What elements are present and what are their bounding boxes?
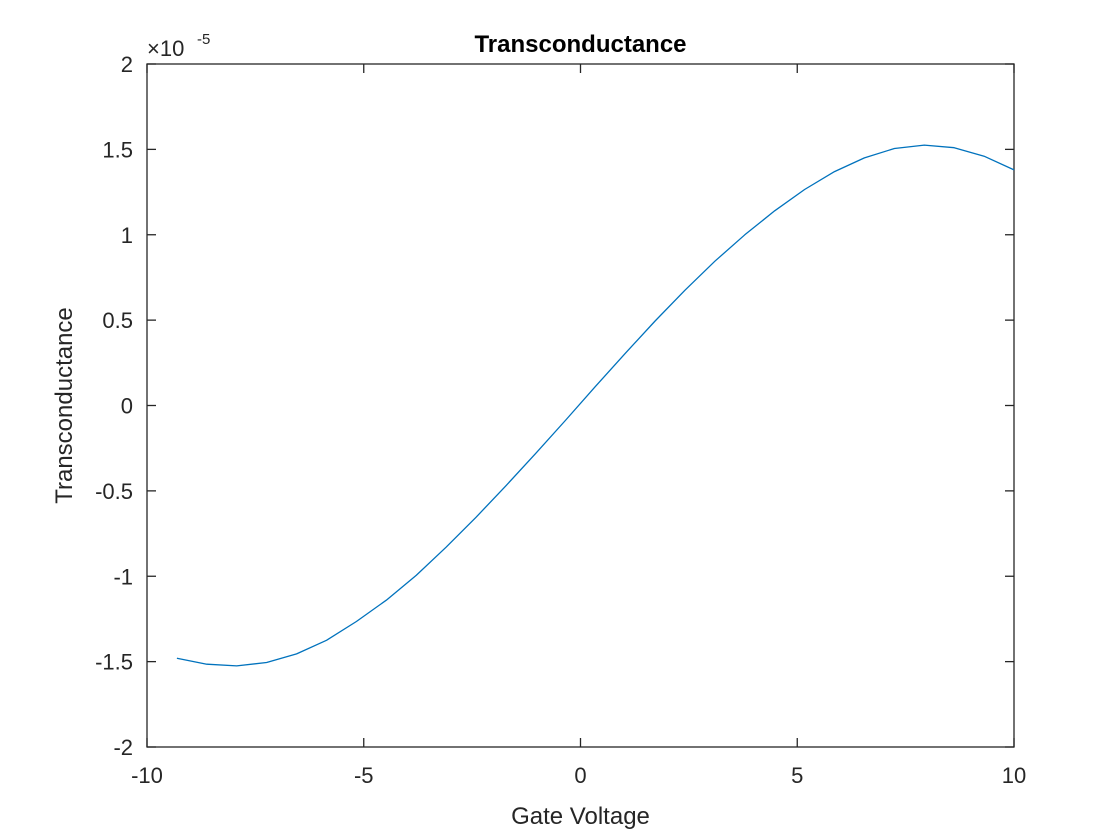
x-tick-label: 10: [1002, 763, 1026, 788]
x-tick-label: 5: [791, 763, 803, 788]
axes-box: [146, 63, 1015, 748]
y-exponent-power: -5: [197, 31, 210, 48]
y-tick-label: 1: [121, 223, 133, 248]
y-tick-label: -1.5: [95, 650, 133, 675]
y-tick-label: 1.5: [102, 137, 133, 162]
x-tick-label: -10: [131, 763, 163, 788]
series-line-0: [176, 144, 1015, 667]
y-tick-label: -1: [113, 564, 133, 589]
chart-title: Transconductance: [474, 31, 686, 58]
y-axis-label: Transconductance: [51, 307, 78, 504]
y-tick-label: 2: [121, 52, 133, 77]
x-tick-label: 0: [574, 763, 586, 788]
x-axis-label: Gate Voltage: [511, 803, 650, 830]
x-tick-label: -5: [354, 763, 374, 788]
y-tick-label: 0.5: [102, 308, 133, 333]
y-tick-label: -2: [113, 735, 133, 760]
y-exponent-base: ×10: [147, 36, 184, 61]
y-tick-label: 0: [121, 394, 133, 419]
y-tick-label: -0.5: [95, 479, 133, 504]
